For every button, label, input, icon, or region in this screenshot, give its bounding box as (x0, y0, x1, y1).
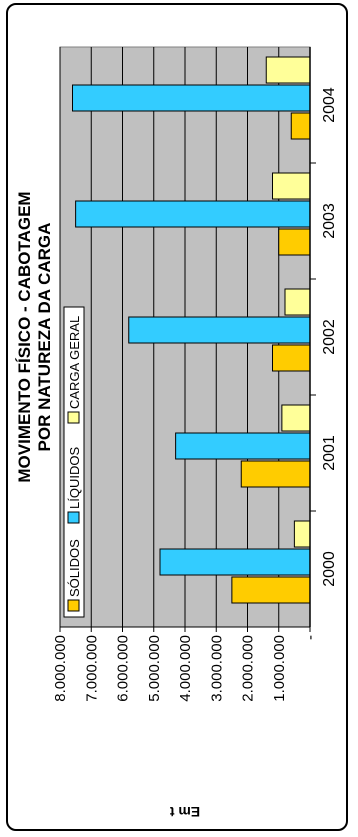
chart-title: MOVIMENTO FÍSICO - CABOTAGEM (15, 191, 34, 482)
chart-subtitle: POR NATUREZA DA CARGA (35, 223, 54, 452)
legend-swatch (67, 411, 80, 424)
bar-s-lidos (278, 228, 311, 256)
value-tick-label: 6.000.000 (115, 635, 132, 702)
legend-label: SÓLIDOS (67, 539, 82, 597)
category-tick-label: 2003 (321, 203, 338, 239)
bar-l-quidos (128, 316, 311, 344)
category-tick-label: 2002 (321, 319, 338, 355)
bar-carga-geral (265, 56, 311, 84)
category-tick-label: 2000 (321, 551, 338, 587)
bar-l-quidos (75, 200, 311, 228)
value-axis-label: Em t (169, 804, 200, 820)
bar-carga-geral (272, 172, 311, 200)
category-tick-labels: 2000 2001 2002 2003 2004 (310, 87, 338, 587)
value-tick-label: 7.000.000 (83, 635, 100, 702)
value-tick-label: 3.000.000 (208, 635, 225, 702)
bar-s-lidos (231, 576, 311, 604)
bar-l-quidos (72, 84, 311, 112)
value-tick-labels: - 1.000.000 2.000.000 3.000.000 4.000.000 5.0… (52, 635, 319, 702)
bar-carga-geral (293, 520, 311, 548)
legend-label: LÍQUIDOS (67, 447, 82, 509)
chart-frame (6, 3, 348, 831)
legend-swatch (67, 511, 80, 524)
bars (72, 56, 311, 604)
value-tick-label: - (302, 635, 319, 640)
value-tick-label: 2.000.000 (240, 635, 257, 702)
bar-s-lidos (272, 344, 311, 372)
legend-swatch (67, 599, 80, 612)
value-tick-label: 1.000.000 (271, 635, 288, 702)
category-tick-label: 2001 (321, 435, 338, 471)
bar-s-lidos (290, 112, 311, 140)
bar-carga-geral (284, 288, 311, 316)
legend-box (63, 306, 85, 618)
legend: SÓLIDOS LÍQUIDOS CARGA GERAL (63, 306, 85, 618)
value-tick-label: 4.000.000 (177, 635, 194, 702)
chart-rotated-group: - 1.000.000 2.000.000 3.000.000 4.000.000 5.0… (15, 46, 338, 820)
value-tick-label: 5.000.000 (146, 635, 163, 702)
bar-l-quidos (159, 548, 311, 576)
bar-carga-geral (281, 404, 311, 432)
bar-s-lidos (240, 460, 311, 488)
value-tick-label: 8.000.000 (52, 635, 69, 702)
legend-label: CARGA GERAL (67, 316, 82, 409)
category-tick-label: 2004 (321, 87, 338, 123)
bar-l-quidos (175, 432, 311, 460)
